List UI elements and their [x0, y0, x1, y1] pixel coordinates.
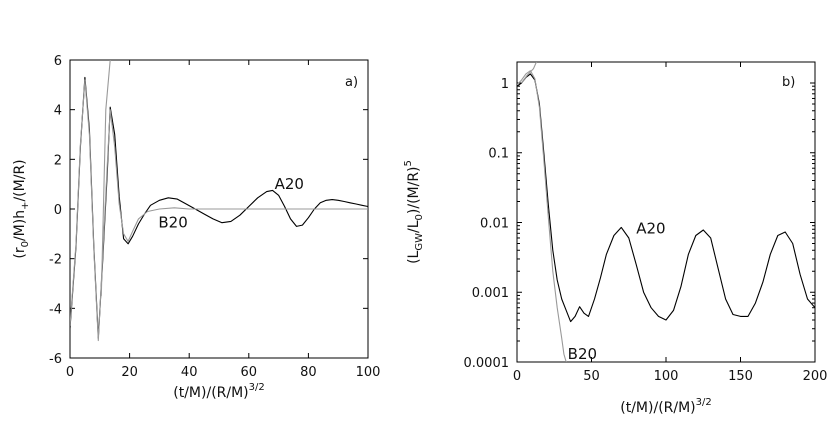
y-tick-label: 1	[501, 77, 509, 92]
annotation-label: B20	[568, 345, 597, 363]
x-axis-label-exponent: 3/2	[249, 382, 265, 393]
y-axis-label-subscript: 0	[20, 241, 31, 247]
series-line-1	[517, 70, 567, 362]
x-tick-label: 60	[241, 365, 258, 380]
annotation-label: B20	[158, 213, 187, 231]
series-line-0	[70, 76, 368, 339]
y-tick-label: 0.0001	[464, 356, 510, 371]
y-axis-label-exponent: 5	[403, 160, 414, 166]
y-tick-label: 2	[54, 153, 62, 168]
series-line-2	[521, 62, 537, 84]
x-tick-label: 80	[300, 365, 317, 380]
y-tick-label: -4	[49, 302, 62, 317]
panel-a: 0 20 40 60 80 100 -6 -4 -2 0 2 4 6 A20 B20 a) (t/M)/(R/M…	[12, 54, 380, 401]
series-group	[70, 60, 368, 342]
x-axis-label: (t/M)/(R/M)3/2	[620, 397, 711, 416]
panel-b: 0 50 100 150 2000.00010.0010.010.11A20B20b)(…	[403, 61, 828, 416]
y-axis-label-part: (r	[12, 247, 28, 258]
x-tick-label: 20	[121, 365, 138, 380]
y-axis-label-part: /L	[406, 220, 422, 233]
x-tick-label: 100	[654, 369, 679, 384]
x-tick-label: 0	[66, 365, 74, 380]
x-axis-label-main: (t/M)/(R/M)	[173, 385, 248, 401]
x-axis-label: (t/M)/(R/M)3/2	[173, 382, 264, 401]
panel-label: b)	[782, 75, 795, 90]
y-axis-label-part: /(M/R)	[12, 159, 28, 201]
x-tick-label: 0	[513, 369, 521, 384]
y-tick-label: 0.001	[472, 286, 509, 301]
y-axis-label: (LGW/L0)/(M/R)5	[403, 160, 425, 264]
y-tick-label: -6	[49, 352, 62, 367]
y-tick-label: -2	[49, 253, 62, 268]
y-axis-label-subscript: +	[20, 202, 31, 210]
annotation-label: A20	[636, 219, 665, 237]
y-axis-label-part: /M)h	[12, 210, 28, 241]
series-line-2	[100, 60, 111, 296]
x-axis-label-exponent: 3/2	[696, 397, 712, 408]
series-group	[517, 62, 815, 362]
y-axis-label-subscript: GW	[414, 233, 425, 251]
series-line-0	[517, 73, 815, 323]
y-axis-label-subscript: 0	[414, 214, 425, 220]
y-axis-label: (r0/M)h+/(M/R)	[12, 159, 31, 258]
panel-label: a)	[345, 75, 358, 90]
x-axis-label-main: (t/M)/(R/M)	[620, 400, 695, 416]
y-tick-label: 0.01	[480, 216, 509, 231]
x-tick-label: 100	[356, 365, 381, 380]
plot-frame	[516, 61, 816, 363]
y-tick-label: 0	[54, 203, 62, 218]
series-line-1	[70, 79, 368, 342]
x-tick-label: 200	[803, 369, 828, 384]
y-tick-label: 0.1	[488, 147, 509, 162]
x-tick-label: 150	[728, 369, 753, 384]
y-tick-label: 4	[54, 104, 62, 119]
y-tick-label: 6	[54, 54, 62, 69]
x-tick-label: 50	[583, 369, 600, 384]
y-axis-label-part: )/(M/R)	[406, 166, 422, 214]
x-tick-label: 40	[181, 365, 198, 380]
annotation-label: A20	[275, 175, 304, 193]
y-axis-label-part: (L	[406, 250, 422, 263]
